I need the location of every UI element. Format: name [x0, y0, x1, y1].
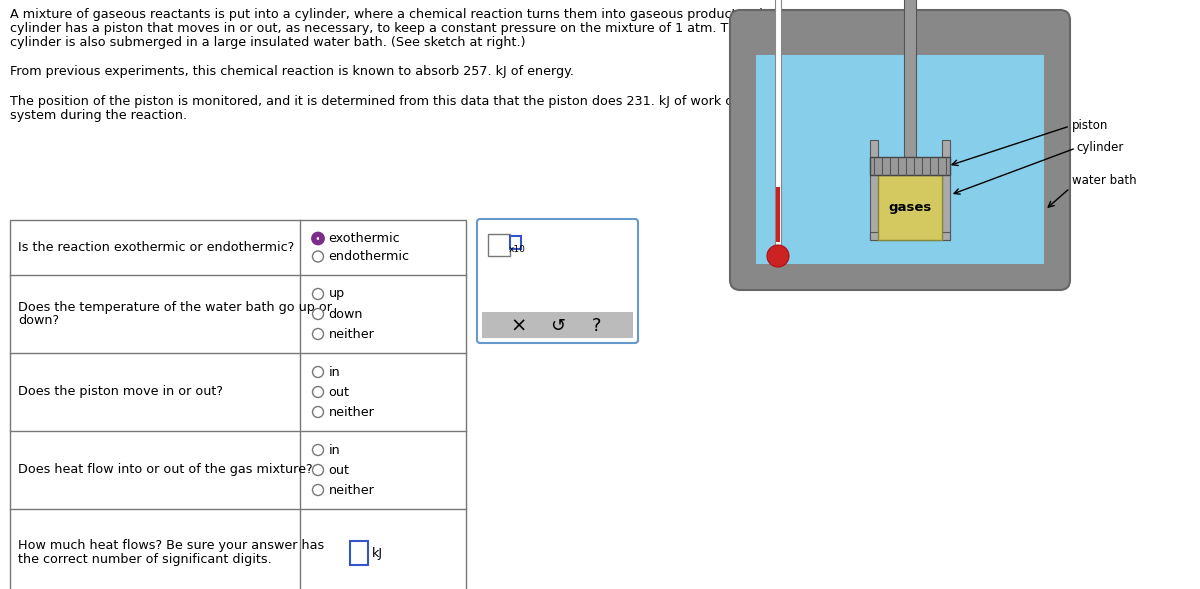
Bar — [942, 140, 950, 240]
Bar — [775, 0, 781, 250]
Circle shape — [312, 289, 324, 299]
Text: neither: neither — [329, 327, 374, 340]
Bar — [482, 312, 634, 338]
Text: in: in — [329, 366, 341, 379]
Text: piston: piston — [1072, 120, 1109, 133]
Text: neither: neither — [329, 405, 374, 419]
Circle shape — [767, 245, 790, 267]
Text: Does heat flow into or out of the gas mixture?: Does heat flow into or out of the gas mi… — [18, 464, 313, 477]
Circle shape — [312, 445, 324, 455]
Text: x10: x10 — [509, 244, 526, 253]
Text: kJ: kJ — [372, 547, 383, 560]
Text: exothermic: exothermic — [329, 232, 400, 245]
Text: cylinder: cylinder — [1076, 141, 1123, 154]
Text: The position of the piston is monitored, and it is determined from this data tha: The position of the piston is monitored,… — [10, 95, 767, 108]
Circle shape — [312, 366, 324, 378]
Text: out: out — [329, 385, 349, 399]
Circle shape — [312, 386, 324, 398]
Bar — [510, 236, 521, 249]
Bar — [488, 234, 510, 256]
Circle shape — [312, 406, 324, 418]
Text: gases: gases — [888, 201, 931, 214]
Text: ?: ? — [592, 317, 601, 335]
Text: cylinder is also submerged in a large insulated water bath. (See sketch at right: cylinder is also submerged in a large in… — [10, 36, 526, 49]
FancyBboxPatch shape — [730, 10, 1070, 290]
Circle shape — [312, 329, 324, 339]
Text: down: down — [329, 307, 364, 320]
Text: ×: × — [510, 316, 527, 336]
Text: From previous experiments, this chemical reaction is known to absorb 257. kJ of : From previous experiments, this chemical… — [10, 65, 574, 78]
Bar — [870, 157, 950, 175]
Text: A mixture of gaseous reactants is put into a cylinder, where a chemical reaction: A mixture of gaseous reactants is put in… — [10, 8, 775, 21]
Text: cylinder has a piston that moves in or out, as necessary, to keep a constant pre: cylinder has a piston that moves in or o… — [10, 22, 744, 35]
Circle shape — [312, 465, 324, 475]
FancyBboxPatch shape — [478, 219, 638, 343]
Text: in: in — [329, 444, 341, 456]
Polygon shape — [313, 234, 323, 243]
Text: endothermic: endothermic — [329, 250, 409, 263]
Bar — [878, 175, 942, 240]
Bar — [904, 0, 916, 157]
Bar — [756, 55, 1044, 264]
Bar — [870, 140, 878, 240]
Text: out: out — [329, 464, 349, 477]
Circle shape — [312, 251, 324, 262]
Bar — [776, 187, 780, 242]
Text: system during the reaction.: system during the reaction. — [10, 109, 187, 122]
Text: Does the piston move in or out?: Does the piston move in or out? — [18, 385, 223, 399]
Text: neither: neither — [329, 484, 374, 497]
Text: up: up — [329, 287, 344, 300]
Text: Does the temperature of the water bath go up or: Does the temperature of the water bath g… — [18, 300, 332, 313]
Text: How much heat flows? Be sure your answer has: How much heat flows? Be sure your answer… — [18, 540, 324, 552]
Text: Is the reaction exothermic or endothermic?: Is the reaction exothermic or endothermi… — [18, 241, 294, 254]
Text: the correct number of significant digits.: the correct number of significant digits… — [18, 554, 271, 567]
Bar — [870, 232, 950, 240]
Text: ↺: ↺ — [550, 317, 565, 335]
Bar — [350, 541, 368, 565]
Circle shape — [312, 233, 324, 244]
Circle shape — [312, 485, 324, 495]
Circle shape — [312, 309, 324, 319]
Text: water bath: water bath — [1072, 174, 1136, 187]
Bar — [10, 220, 466, 589]
Text: down?: down? — [18, 315, 59, 327]
